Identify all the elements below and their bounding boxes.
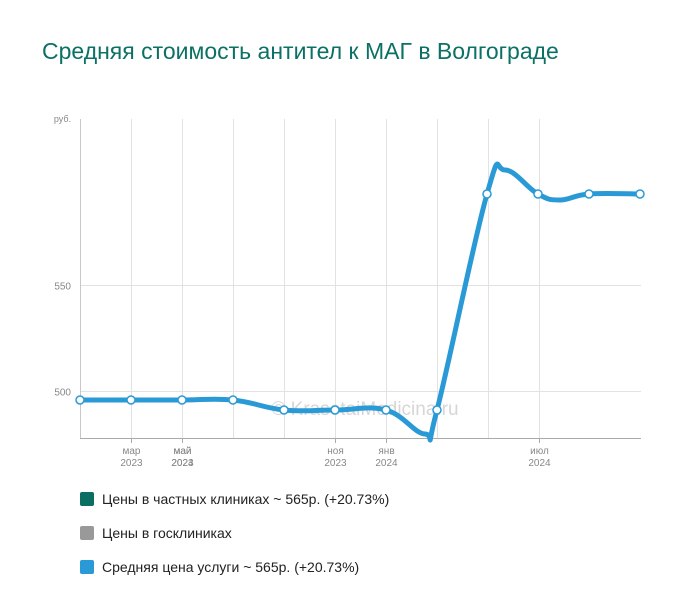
legend-swatch bbox=[80, 560, 94, 574]
axis-layer: 500550руб.мар2023май2023ноя2023янв2024ма… bbox=[54, 114, 641, 469]
y-tick-label: 500 bbox=[54, 388, 71, 399]
data-point[interactable] bbox=[279, 405, 289, 415]
x-tick-label-month: мар bbox=[123, 446, 141, 457]
data-point[interactable] bbox=[75, 395, 85, 405]
data-point[interactable] bbox=[584, 189, 594, 199]
x-tick-label-year: 2024 bbox=[528, 458, 551, 469]
data-point[interactable] bbox=[228, 395, 238, 405]
x-tick-label-year: 2023 bbox=[171, 458, 194, 469]
data-point[interactable] bbox=[126, 395, 136, 405]
x-tick-label-month: май bbox=[173, 446, 191, 457]
legend-item[interactable]: Цены в частных клиниках ~ 565р. (+20.73%… bbox=[80, 488, 389, 510]
x-tick-label-month: май bbox=[173, 446, 191, 457]
data-point[interactable] bbox=[482, 189, 492, 199]
series-layer bbox=[77, 161, 643, 443]
chart-plot: 500550руб.мар2023май2023ноя2023янв2024ма… bbox=[54, 114, 645, 469]
x-tick-label-year: 2024 bbox=[171, 458, 194, 469]
y-tick-label: 550 bbox=[54, 282, 71, 293]
data-point[interactable] bbox=[381, 405, 391, 415]
legend-label: Цены в госклиниках bbox=[102, 525, 232, 541]
x-tick-label-year: 2024 bbox=[375, 458, 398, 469]
legend-item[interactable]: Цены в госклиниках bbox=[80, 522, 389, 544]
data-point[interactable] bbox=[635, 189, 645, 199]
chart-title: Средняя стоимость антител к МАГ в Волгог… bbox=[42, 38, 559, 64]
x-tick-label-month: ноя bbox=[327, 446, 344, 457]
data-point[interactable] bbox=[330, 405, 340, 415]
x-tick-label-month: июл bbox=[530, 446, 549, 457]
legend-item[interactable]: Средняя цена услуги ~ 565р. (+20.73%) bbox=[80, 556, 389, 578]
legend: Цены в частных клиниках ~ 565р. (+20.73%… bbox=[80, 488, 389, 590]
x-tick-label-month: янв bbox=[378, 446, 394, 457]
series-line-average bbox=[77, 161, 643, 443]
legend-swatch bbox=[80, 492, 94, 506]
x-tick-label-year: 2023 bbox=[120, 458, 143, 469]
legend-swatch bbox=[80, 526, 94, 540]
point-layer bbox=[75, 189, 645, 415]
legend-label: Цены в частных клиниках ~ 565р. (+20.73%… bbox=[102, 491, 390, 507]
data-point[interactable] bbox=[432, 405, 442, 415]
data-point[interactable] bbox=[177, 395, 187, 405]
grid-layer bbox=[80, 119, 641, 438]
legend-label: Средняя цена услуги ~ 565р. (+20.73%) bbox=[102, 559, 360, 575]
x-tick-label-year: 2023 bbox=[324, 458, 347, 469]
data-point[interactable] bbox=[533, 189, 543, 199]
y-unit-label: руб. bbox=[54, 114, 71, 124]
